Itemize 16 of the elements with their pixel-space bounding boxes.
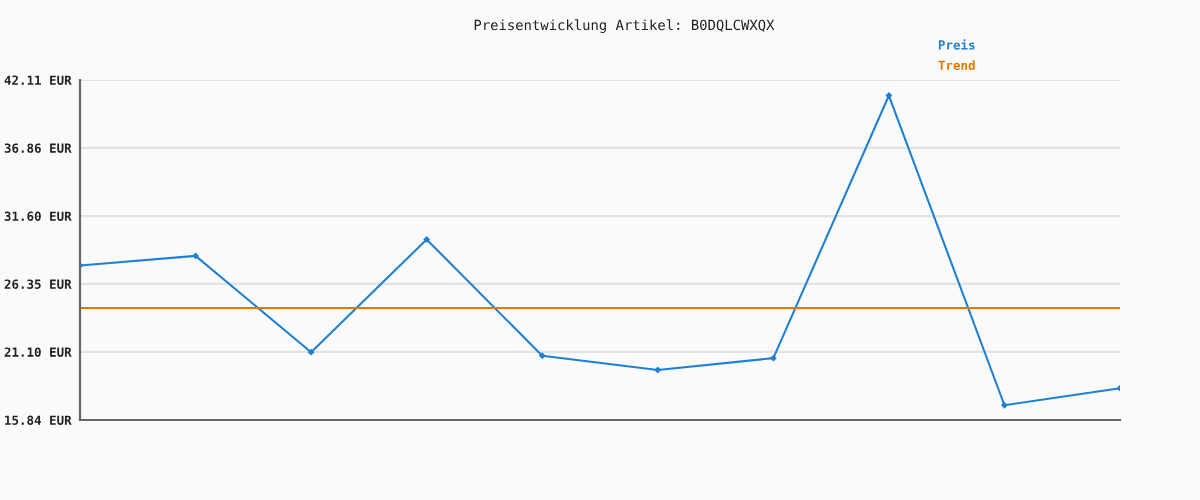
point	[307, 348, 315, 356]
text: Trend	[938, 60, 975, 71]
y-tick-label: 36.86 EUR	[4, 143, 72, 153]
y-tick-label: 26.35 EUR	[4, 279, 72, 289]
y-tick-label: 42.11 EUR	[4, 75, 72, 85]
point	[885, 92, 893, 99]
y-tick-label: 15.84 EUR	[5, 415, 72, 425]
text: Preis	[938, 39, 975, 50]
point	[192, 252, 199, 260]
y-tick-label: 21.10 EUR	[4, 347, 72, 357]
point	[423, 236, 431, 243]
point	[538, 352, 546, 360]
chart-title: Preisentwicklung Artikel: B0DQLCWXQX	[474, 19, 775, 33]
point	[654, 366, 662, 374]
y-tick-label: 31.60 EUR	[4, 211, 72, 221]
point	[1001, 401, 1008, 409]
